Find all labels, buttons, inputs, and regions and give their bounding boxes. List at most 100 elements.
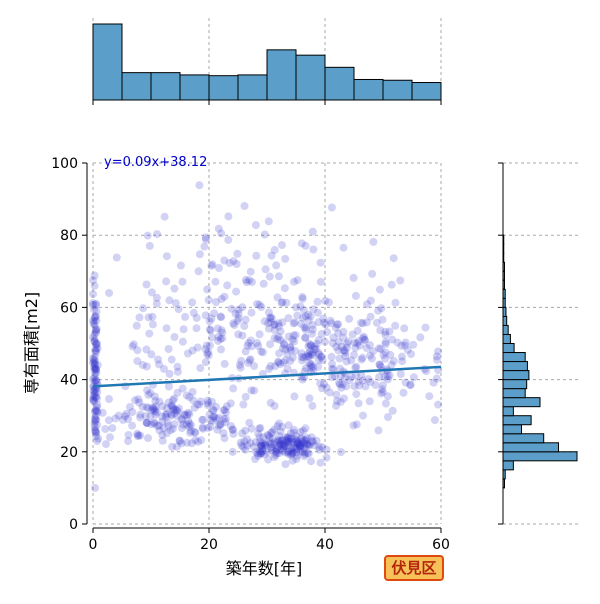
scatter-point	[192, 324, 201, 333]
scatter-point	[216, 420, 225, 429]
scatter-point	[313, 297, 322, 306]
scatter-point	[340, 346, 349, 355]
scatter-point	[183, 438, 191, 447]
scatter-point	[209, 405, 218, 414]
top-histogram-bar	[179, 74, 210, 101]
scatter-point	[92, 392, 101, 401]
scatter-point	[144, 390, 153, 399]
scatter-point	[265, 433, 274, 442]
scatter-point	[306, 361, 315, 370]
scatter-point	[389, 254, 398, 263]
scatter-point	[329, 365, 338, 374]
scatter-point	[292, 455, 301, 463]
right-histogram-bar	[502, 406, 514, 417]
scatter-point	[171, 299, 180, 308]
scatter-point	[313, 308, 322, 317]
scatter-point	[236, 438, 245, 447]
scatter-point	[256, 449, 265, 458]
scatter-point	[89, 333, 97, 342]
scatter-point	[339, 327, 348, 336]
scatter-point	[167, 411, 176, 420]
scatter-point	[400, 324, 409, 333]
scatter-point	[154, 355, 162, 364]
scatter-point	[308, 329, 316, 338]
scatter-point	[257, 303, 266, 311]
scatter-point	[366, 296, 375, 305]
scatter-point	[90, 419, 99, 428]
scatter-point	[288, 447, 297, 456]
scatter-point	[377, 389, 386, 398]
scatter-point	[201, 233, 210, 242]
scatter-point	[158, 412, 167, 421]
scatter-point	[92, 407, 101, 416]
scatter-point	[234, 330, 243, 339]
scatter-point	[189, 308, 198, 317]
scatter-point	[182, 420, 191, 429]
scatter-point	[205, 341, 214, 350]
scatter-point	[172, 406, 181, 415]
scatter-point	[93, 400, 102, 409]
right-histogram-bar	[502, 324, 509, 335]
scatter-point	[335, 354, 344, 363]
scatter-point	[245, 276, 254, 285]
scatter-point	[92, 340, 101, 349]
scatter-point	[290, 443, 299, 452]
scatter-point	[282, 436, 291, 445]
scatter-point	[261, 440, 270, 449]
scatter-point	[203, 401, 212, 409]
scatter-point	[289, 435, 298, 444]
scatter-point	[378, 315, 387, 324]
scatter-point	[328, 359, 336, 368]
scatter-point	[256, 442, 265, 451]
scatter-point	[358, 319, 367, 328]
scatter-point	[284, 437, 293, 446]
scatter-point	[339, 346, 348, 355]
scatter-point	[307, 341, 316, 350]
scatter-point	[194, 267, 203, 276]
scatter-point	[195, 400, 204, 409]
scatter-point	[304, 351, 313, 360]
scatter-point	[297, 434, 305, 443]
scatter-point	[303, 441, 312, 450]
scatter-point	[93, 344, 102, 353]
scatter-point	[369, 237, 378, 246]
scatter-point	[143, 419, 152, 427]
scatter-point	[155, 421, 163, 430]
scatter-point	[90, 337, 99, 346]
scatter-point	[216, 420, 225, 429]
scatter-point	[365, 397, 374, 406]
scatter-point	[184, 408, 193, 417]
scatter-point	[345, 376, 354, 384]
scatter-point	[173, 367, 182, 376]
scatter-point	[92, 340, 101, 349]
scatter-point	[409, 340, 418, 349]
scatter-point	[314, 318, 323, 327]
scatter-point	[90, 305, 99, 314]
scatter-point	[191, 428, 200, 437]
scatter-point	[205, 317, 214, 326]
scatter-point	[253, 300, 262, 308]
scatter-point	[160, 212, 169, 221]
scatter-point	[283, 436, 291, 445]
scatter-point	[255, 424, 264, 433]
scatter-point	[209, 416, 218, 425]
scatter-point	[91, 301, 100, 310]
scatter-point	[90, 414, 99, 423]
scatter-point	[260, 440, 269, 449]
scatter-point	[247, 308, 256, 317]
scatter-point	[147, 288, 156, 297]
scatter-point	[317, 353, 325, 362]
scatter-point	[270, 326, 279, 335]
right-histogram-bar	[502, 361, 528, 372]
scatter-point	[358, 334, 367, 343]
scatter-point	[232, 260, 241, 268]
scatter-point	[147, 406, 156, 415]
scatter-point	[295, 441, 304, 450]
scatter-point	[246, 336, 255, 345]
scatter-plot-area: 0 20 40 60 80 100 0 20 40 60 y=0.09x+38.12	[51, 155, 450, 553]
scatter-point	[91, 427, 100, 436]
scatter-point	[367, 354, 376, 363]
scatter-point	[409, 373, 418, 382]
scatter-point	[268, 443, 276, 452]
